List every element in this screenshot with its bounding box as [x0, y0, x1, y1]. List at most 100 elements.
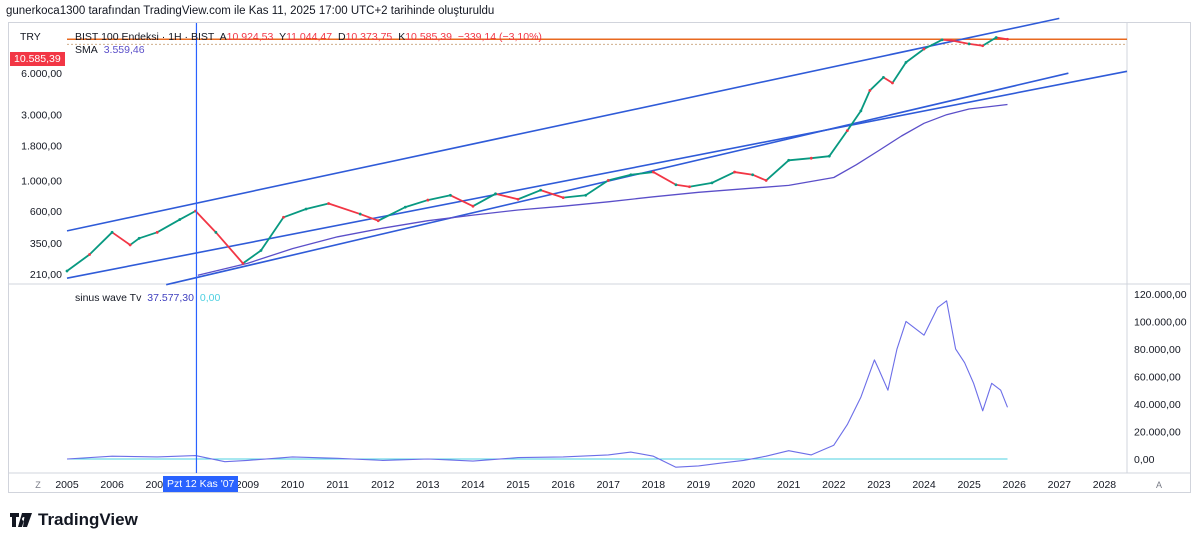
- price-segment: [562, 194, 587, 199]
- price-point: [1006, 37, 1009, 41]
- price-segment: [891, 61, 907, 84]
- series-layer: [65, 17, 1128, 473]
- symbol-name[interactable]: BIST 100 Endeksi · 1H · BIST: [75, 31, 215, 43]
- zoom-reset-button[interactable]: Z: [35, 480, 41, 490]
- sma-value: 3.559,46: [103, 44, 145, 56]
- time-tick-label: 2014: [461, 479, 485, 491]
- price-segment: [282, 208, 307, 219]
- price-segment: [675, 183, 691, 188]
- price-point: [214, 230, 218, 234]
- trend-line: [66, 70, 1128, 279]
- time-tick-label: 2016: [551, 479, 575, 491]
- time-tick-label: 2025: [957, 479, 981, 491]
- indicator-name: sinus wave Tv: [75, 292, 142, 304]
- time-tick-label: 2017: [597, 479, 621, 491]
- indicator-tick-label: 20.000,00: [1134, 426, 1181, 438]
- time-tick-label: 2005: [55, 479, 79, 491]
- price-point: [764, 179, 768, 182]
- time-tick-label: 2015: [506, 479, 530, 491]
- price-point: [827, 154, 831, 158]
- price-point: [904, 60, 908, 64]
- price-point: [967, 42, 971, 46]
- price-point: [710, 181, 714, 185]
- price-point: [651, 170, 655, 174]
- price-point: [733, 170, 736, 174]
- price-point: [358, 212, 362, 216]
- price-tick-label: 600,00: [30, 206, 62, 218]
- time-tick-label: 2013: [416, 479, 440, 491]
- price-segment: [607, 173, 632, 182]
- price-segment: [88, 231, 114, 256]
- price-segment: [214, 231, 244, 265]
- price-point: [845, 129, 849, 133]
- price-point: [282, 215, 285, 219]
- price-segment: [449, 194, 474, 208]
- price-point: [751, 173, 755, 177]
- price-point: [539, 188, 543, 192]
- price-point: [606, 179, 610, 182]
- price-point: [304, 207, 308, 211]
- price-segment: [950, 39, 971, 45]
- price-segment: [494, 192, 519, 201]
- tradingview-logo[interactable]: TradingView: [10, 510, 138, 530]
- price-segment: [629, 171, 655, 176]
- time-tick-label: 2006: [100, 479, 124, 491]
- currency-label[interactable]: TRY: [20, 31, 41, 43]
- price-segment: [923, 38, 943, 50]
- price-segment: [905, 48, 925, 64]
- chart-credit: gunerkoca1300 tarafından TradingView.com…: [6, 5, 495, 17]
- grid: [8, 23, 1191, 474]
- time-tick-label: 2019: [687, 479, 711, 491]
- price-segment: [111, 231, 132, 246]
- price-segment: [404, 199, 429, 209]
- price-tick-label: 1.000,00: [21, 175, 62, 187]
- high-value: 11.044,47: [286, 31, 333, 43]
- indicator-tick-label: 80.000,00: [1134, 344, 1181, 356]
- price-point: [949, 38, 953, 42]
- price-segment: [868, 76, 885, 92]
- price-point: [259, 249, 263, 252]
- sma-legend[interactable]: SMA 3.559,46: [75, 44, 148, 56]
- price-segment: [194, 210, 217, 234]
- time-tick-label: 2018: [642, 479, 666, 491]
- indicator-legend[interactable]: sinus wave Tv 37.577,30 0,00: [75, 292, 223, 304]
- price-point: [155, 230, 159, 234]
- price-segment: [178, 210, 197, 221]
- price-point: [376, 219, 380, 223]
- price-point: [65, 269, 69, 273]
- trend-channel-upper: [66, 17, 1060, 232]
- price-segment: [156, 218, 181, 234]
- price-point: [787, 158, 791, 162]
- indicator-tick-label: 40.000,00: [1134, 399, 1181, 411]
- time-tick-label: 2027: [1048, 479, 1072, 491]
- price-segment: [882, 76, 894, 84]
- indicator-value: 37.577,30: [147, 292, 194, 304]
- indicator-tick-label: 0,00: [1134, 454, 1155, 466]
- price-point: [868, 89, 872, 92]
- price-point: [327, 202, 331, 205]
- price-segment: [652, 171, 677, 186]
- price-segment: [846, 109, 862, 132]
- price-tick-label: 350,00: [30, 238, 62, 250]
- indicator-tick-label: 100.000,00: [1134, 316, 1187, 328]
- price-segment: [688, 181, 713, 188]
- price-segment: [733, 171, 754, 176]
- high-label: Y: [279, 31, 287, 43]
- price-segment: [968, 43, 984, 47]
- price-segment: [810, 155, 831, 160]
- low-label: D: [337, 31, 346, 43]
- price-point: [981, 44, 985, 48]
- price-segment: [711, 171, 736, 184]
- price-segment: [981, 36, 998, 47]
- price-tick-label: 6.000,00: [21, 68, 62, 80]
- price-tick-label: 210,00: [30, 269, 62, 281]
- price-segment: [859, 89, 871, 112]
- price-point: [128, 243, 132, 247]
- open-label: A: [219, 31, 227, 43]
- price-point: [88, 253, 91, 256]
- price-point: [110, 230, 114, 234]
- price-segment: [765, 159, 790, 182]
- price-point: [561, 196, 565, 200]
- auto-scale-button[interactable]: A: [1155, 480, 1162, 490]
